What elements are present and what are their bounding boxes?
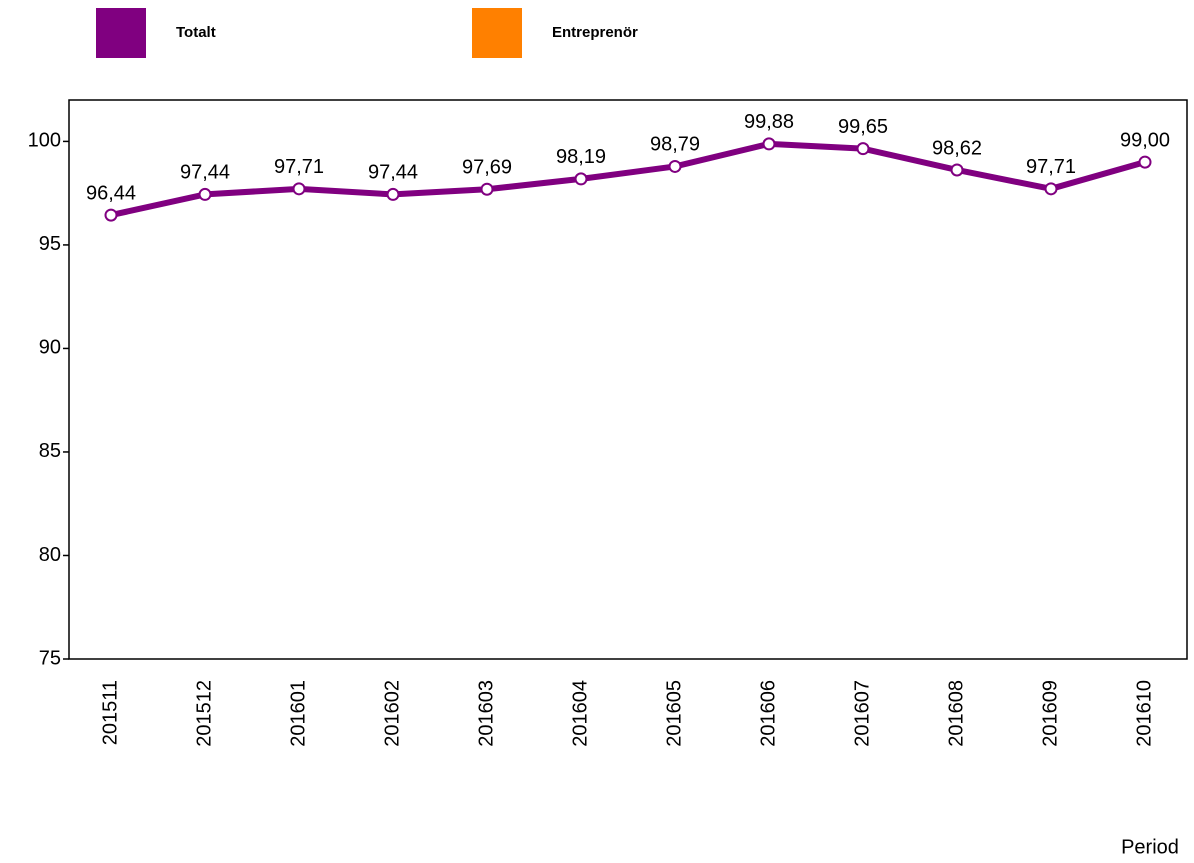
data-point	[198, 187, 212, 201]
data-point	[950, 163, 964, 177]
legend-text: Entreprenör	[552, 24, 638, 41]
data-label: 99,00	[1120, 129, 1170, 151]
data-point	[574, 172, 588, 186]
data-point	[292, 182, 306, 196]
legend-text: Totalt	[176, 24, 216, 41]
series-line	[110, 140, 1146, 219]
x-tick-label: 201604	[569, 680, 591, 747]
data-label: 97,71	[1026, 156, 1076, 178]
y-tick-label: 100	[28, 130, 61, 152]
data-label: 97,71	[274, 156, 324, 178]
x-tick-label: 201608	[945, 680, 967, 747]
data-point	[480, 182, 494, 196]
y-tick-label: 80	[39, 544, 61, 566]
data-point	[668, 159, 682, 173]
data-label: 98,79	[650, 134, 700, 156]
x-axis-label: Period	[1121, 836, 1179, 858]
x-tick-label: 201601	[287, 680, 309, 747]
data-label: 98,62	[932, 137, 982, 159]
legend-swatch	[96, 8, 146, 58]
data-label: 98,19	[556, 146, 606, 168]
x-tick-label: 201605	[663, 680, 685, 747]
x-tick-label: 201610	[1133, 680, 1155, 747]
data-point	[1044, 182, 1058, 196]
x-tick-label: 201607	[851, 680, 873, 747]
data-point	[1138, 155, 1152, 169]
x-tick-label: 201603	[475, 680, 497, 747]
x-tick-label: 201609	[1039, 680, 1061, 747]
y-tick-label: 95	[39, 233, 61, 255]
data-label: 97,44	[180, 162, 230, 184]
y-tick-label: 90	[39, 337, 61, 359]
y-tick-label: 75	[39, 647, 61, 669]
data-label: 96,44	[86, 182, 136, 204]
x-tick-label: 201511	[99, 680, 121, 745]
data-point	[762, 137, 776, 151]
plot-frame	[68, 99, 1188, 660]
data-point	[104, 208, 118, 222]
data-point	[386, 187, 400, 201]
x-tick-label: 201512	[193, 680, 215, 747]
x-tick-label: 201602	[381, 680, 403, 747]
y-tick-label: 85	[39, 440, 61, 462]
data-label: 97,69	[462, 157, 512, 179]
data-label: 99,88	[744, 111, 794, 133]
data-point	[856, 142, 870, 156]
data-label: 97,44	[368, 162, 418, 184]
x-tick-label: 201606	[757, 680, 779, 747]
data-label: 99,65	[838, 116, 888, 138]
legend-swatch	[472, 8, 522, 58]
